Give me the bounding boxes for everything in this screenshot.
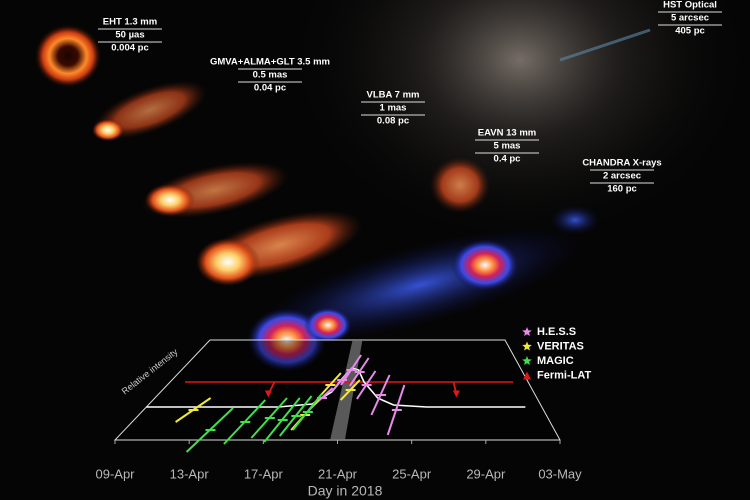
x-tick-label: 21-Apr — [318, 466, 358, 481]
vlba-core — [145, 184, 195, 216]
legend-label: MAGIC — [537, 355, 574, 367]
hst-jet — [559, 28, 651, 62]
panel-distance: 405 pc — [675, 26, 705, 37]
x-tick-label: 09-Apr — [95, 466, 135, 481]
eavn-core — [196, 238, 260, 286]
panel-distance: 0.08 pc — [377, 116, 409, 127]
panel-label: EAVN 13 mm — [478, 128, 536, 139]
panel-scale: 50 µas — [115, 30, 144, 41]
panel-distance: 0.004 pc — [111, 43, 149, 54]
panel-scale: 1 mas — [380, 103, 407, 114]
legend-label: Fermi-LAT — [537, 369, 591, 381]
panel-label: GMVA+ALMA+GLT 3.5 mm — [210, 57, 330, 68]
scale-labels: EHT 1.3 mm 50 µas 0.004 pc GMVA+ALMA+GLT 3.… — [98, 0, 722, 195]
panel-distance: 0.04 pc — [254, 83, 286, 94]
panel-scale: 2 arcsec — [603, 171, 641, 182]
panel-distance: 0.4 pc — [494, 154, 521, 165]
legend-marker — [522, 341, 532, 351]
eht-ring — [34, 24, 102, 88]
eavn-inset — [430, 157, 490, 213]
legend-marker — [523, 371, 531, 380]
panel-scale: 0.5 mas — [253, 70, 288, 81]
legend-marker — [522, 327, 532, 336]
panel-label: VLBA 7 mm — [367, 90, 420, 101]
chandra-knot-a — [451, 239, 519, 291]
legend-label: VERITAS — [537, 340, 584, 352]
x-tick-label: 13-Apr — [170, 466, 210, 481]
legend-label: H.E.S.S — [537, 326, 576, 338]
panel-scale: 5 mas — [494, 141, 521, 152]
panel-label: CHANDRA X-rays — [582, 158, 661, 169]
x-tick-label: 29-Apr — [466, 466, 506, 481]
light-curve: Relative intensity Day in 2018 09-Apr 13-… — [95, 326, 591, 499]
panel-distance: 160 pc — [607, 184, 637, 195]
chandra-knot — [304, 307, 352, 343]
x-axis-label: Day in 2018 — [308, 483, 383, 499]
chandra-knot-b — [550, 205, 600, 235]
x-tick-label: 17-Apr — [244, 466, 284, 481]
upper-limit-arrow — [452, 390, 460, 398]
x-tick-label: 03-May — [538, 466, 582, 481]
gmva-core — [92, 119, 124, 141]
legend-marker — [522, 356, 532, 365]
x-tick-label: 25-Apr — [392, 466, 432, 481]
jet-images — [34, 24, 651, 372]
upper-limit-arrow — [264, 390, 272, 398]
panel-label: HST Optical — [663, 0, 717, 11]
galaxy-glow — [280, 0, 750, 250]
panel-scale: 5 arcsec — [671, 13, 709, 24]
panel-label: EHT 1.3 mm — [103, 17, 157, 28]
